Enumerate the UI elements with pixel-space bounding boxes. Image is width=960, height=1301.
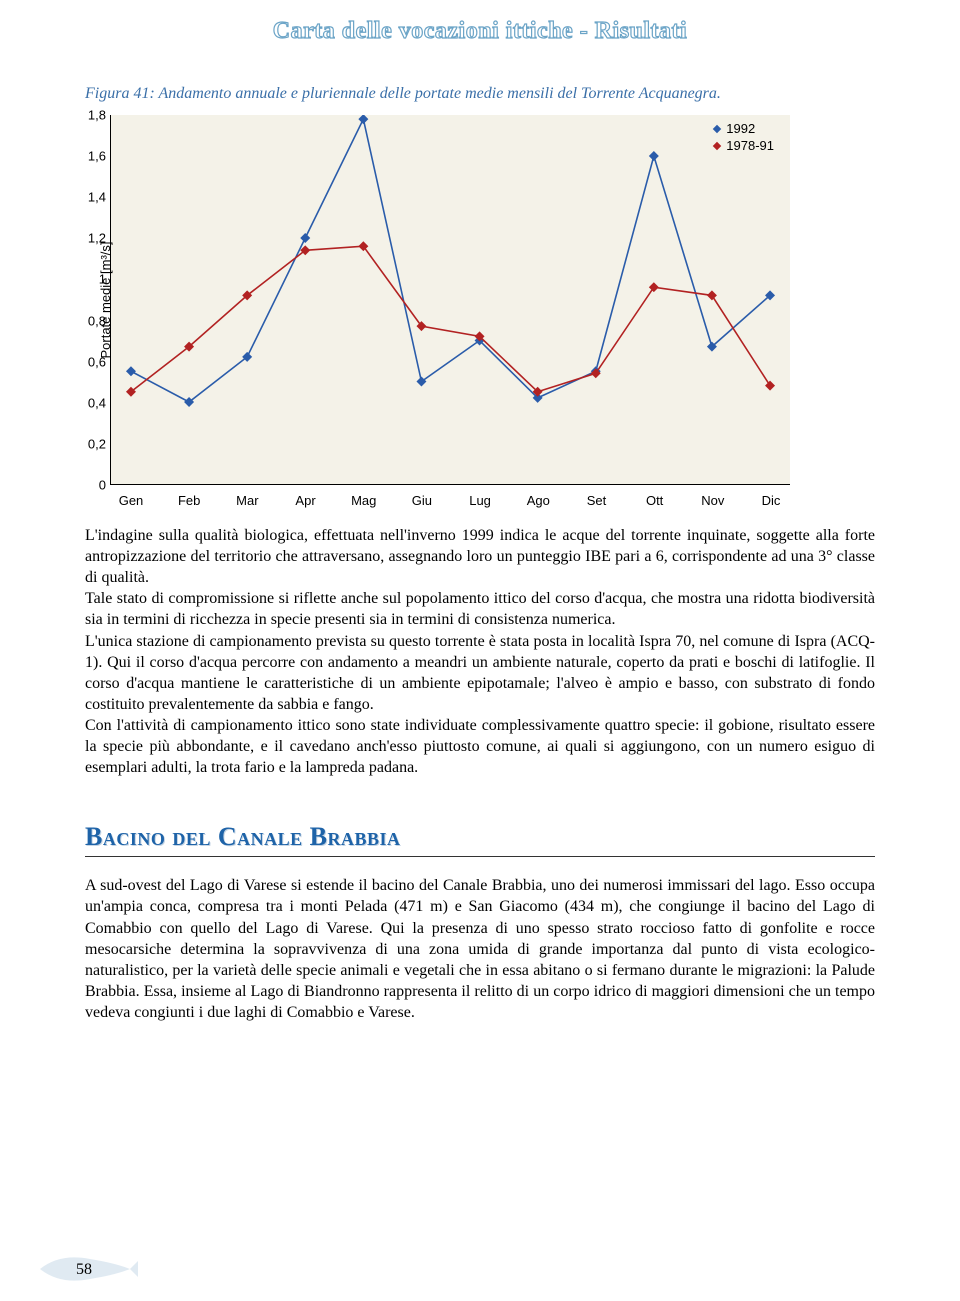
legend-marker-1978-91 — [713, 141, 721, 149]
x-tick-label: Gen — [119, 493, 144, 508]
legend-label-1978-91: 1978-91 — [726, 138, 774, 153]
paragraph-4: Con l'attività di campionamento ittico s… — [85, 717, 875, 776]
legend-marker-1992 — [713, 124, 721, 132]
figure-caption: Figura 41: Andamento annuale e plurienna… — [85, 85, 875, 103]
y-tick-label: 0 — [71, 478, 106, 493]
section-body: A sud-ovest del Lago di Varese si estend… — [85, 875, 875, 1023]
page-number: 58 — [76, 1261, 92, 1279]
y-tick-label: 0,4 — [71, 395, 106, 410]
body-text-block: L'indagine sulla qualità biologica, effe… — [85, 525, 875, 778]
legend-item-1978-91: 1978-91 — [714, 138, 774, 153]
page-header: Carta delle vocazioni ittiche - Risultat… — [0, 0, 960, 45]
y-tick-label: 1,4 — [71, 190, 106, 205]
x-tick-label: Ago — [527, 493, 550, 508]
line-chart: Portate medie [m³/s] 00,20,40,60,811,21,… — [110, 115, 790, 485]
header-title: Carta delle vocazioni ittiche - Risultat… — [273, 18, 687, 44]
legend-item-1992: 1992 — [714, 121, 774, 136]
y-tick-label: 0,8 — [71, 313, 106, 328]
x-tick-label: Giu — [412, 493, 432, 508]
section-heading: Bacino del Canale Brabbia — [85, 822, 875, 857]
x-tick-label: Ott — [646, 493, 663, 508]
paragraph-3: L'unica stazione di campionamento previs… — [85, 633, 875, 713]
x-tick-label: Feb — [178, 493, 200, 508]
x-tick-label: Apr — [295, 493, 315, 508]
x-tick-label: Set — [587, 493, 607, 508]
chart-legend: 1992 1978-91 — [714, 121, 774, 155]
x-tick-label: Lug — [469, 493, 491, 508]
x-tick-label: Nov — [701, 493, 724, 508]
paragraph-1: L'indagine sulla qualità biologica, effe… — [85, 527, 875, 586]
x-tick-label: Mar — [236, 493, 258, 508]
paragraph-2: Tale stato di compromissione si riflette… — [85, 590, 875, 628]
legend-label-1992: 1992 — [726, 121, 755, 136]
y-tick-label: 1 — [71, 272, 106, 287]
x-tick-label: Mag — [351, 493, 376, 508]
x-tick-label: Dic — [762, 493, 781, 508]
y-tick-label: 0,6 — [71, 354, 106, 369]
y-tick-label: 1,2 — [71, 231, 106, 246]
y-tick-label: 1,8 — [71, 108, 106, 123]
y-tick-label: 0,2 — [71, 436, 106, 451]
chart-svg — [111, 115, 790, 484]
y-tick-label: 1,6 — [71, 149, 106, 164]
